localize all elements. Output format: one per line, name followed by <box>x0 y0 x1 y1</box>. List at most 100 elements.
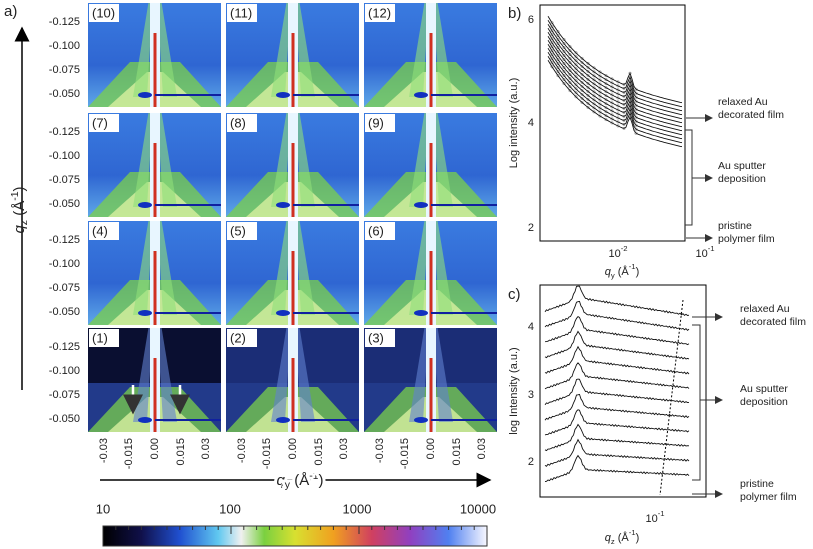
colorbar-tick-label: 10000 <box>460 501 496 516</box>
annotation: relaxed Au <box>718 96 768 108</box>
annotation: deposition <box>718 173 766 185</box>
beam-spot <box>138 310 152 316</box>
streak <box>271 328 291 422</box>
fit-curve <box>547 15 683 104</box>
y-tick-label: 4 <box>528 117 534 129</box>
panel-number: (4) <box>92 223 108 238</box>
fit-curve <box>547 19 683 108</box>
streak <box>271 113 291 207</box>
exponent: -1 <box>309 470 318 482</box>
panel-number: (11) <box>230 5 252 20</box>
y-axis-label: qz (Å-1) <box>9 186 30 233</box>
curve <box>544 438 690 467</box>
x-axis-label: qy (Å-1) <box>605 262 640 280</box>
panel-number: (12) <box>368 5 391 20</box>
y-tick-label: -0.075 <box>49 389 80 401</box>
y-tick-label: -0.100 <box>49 150 80 162</box>
unit: (Å <box>294 472 309 489</box>
fit-curve <box>547 23 683 112</box>
streak <box>295 3 315 97</box>
panel-label-box <box>227 114 257 132</box>
y-axis-label: Log intensity (a.u.) <box>508 78 520 169</box>
streak <box>295 328 315 422</box>
fit-curve <box>547 51 683 140</box>
streak <box>157 113 177 207</box>
y-tick-label: 2 <box>528 222 534 234</box>
specular-rod <box>429 143 433 217</box>
beam-spot <box>414 417 428 423</box>
x-axis-label: qz (Å-1) <box>605 528 640 546</box>
curve <box>544 316 690 346</box>
exponent: -1 <box>658 509 665 518</box>
streak <box>271 221 291 315</box>
colorbar-tick-label: 10 <box>96 501 110 516</box>
streak <box>295 113 315 207</box>
unit: (Å <box>11 201 28 216</box>
panel-label-box <box>89 4 119 22</box>
curve <box>544 345 690 375</box>
exponent: -2 <box>621 244 628 253</box>
y-tick-label: -0.075 <box>49 64 80 76</box>
annotation: pristine <box>718 220 752 232</box>
plot-frame <box>539 4 686 242</box>
panel-label-box <box>227 4 257 22</box>
y-tick-label: -0.075 <box>49 282 80 294</box>
panel-number: (10) <box>92 5 115 20</box>
y-tick-label: -0.100 <box>49 365 80 377</box>
symbol: q <box>276 472 285 489</box>
y-tick-label: -0.075 <box>49 174 80 186</box>
exponent: -1 <box>629 262 636 271</box>
specular-rod <box>153 251 157 325</box>
streak <box>133 113 153 207</box>
streak <box>433 221 453 315</box>
specular-rod <box>291 143 295 217</box>
x-tick-label: 0.015 <box>175 438 187 466</box>
beam-spot <box>276 92 290 98</box>
fit-curve <box>547 39 683 128</box>
guide-line <box>659 299 684 496</box>
curve <box>544 393 690 421</box>
fit-curve <box>547 47 683 136</box>
panel-label-box <box>227 329 257 347</box>
annotation: relaxed Au <box>740 303 790 315</box>
curve <box>544 300 690 332</box>
panel-number: (9) <box>368 115 384 130</box>
beam-spot <box>276 202 290 208</box>
exponent: -1 <box>9 191 21 200</box>
unit: (Å <box>618 265 630 278</box>
fit-curve <box>547 43 683 132</box>
streak <box>133 221 153 315</box>
specular-rod <box>429 251 433 325</box>
x-axis-label: qy (Å-1) <box>276 470 323 491</box>
beam-spot <box>138 92 152 98</box>
subscript: z <box>611 537 615 546</box>
y-tick-label: -0.100 <box>49 258 80 270</box>
panel-number: (3) <box>368 330 384 345</box>
curve <box>544 423 690 452</box>
panel-label-box <box>89 329 119 347</box>
panel-number: (2) <box>230 330 246 345</box>
curve <box>544 454 690 482</box>
x-tick-label: 0.00 <box>287 438 299 459</box>
unit-end: ) <box>11 186 28 191</box>
bracket <box>685 129 693 226</box>
y-tick-label: 2 <box>528 456 534 468</box>
bracket <box>692 324 701 481</box>
y-tick-label: 6 <box>528 14 534 26</box>
specular-rod <box>291 33 295 107</box>
streak <box>409 113 429 207</box>
beam-spot <box>138 417 152 423</box>
annotation: decorated film <box>718 109 784 121</box>
curve <box>544 362 690 390</box>
panel-label-box <box>89 114 119 132</box>
y-tick-label: -0.125 <box>49 126 80 138</box>
y-tick-label: -0.050 <box>49 413 80 425</box>
symbol: q <box>11 225 28 234</box>
subscript: z <box>18 220 30 225</box>
fit-curve <box>547 59 683 148</box>
x-tick-label: -0.015 <box>399 438 411 469</box>
beam-spot <box>138 202 152 208</box>
curve <box>544 285 690 317</box>
base: 10 <box>645 513 657 525</box>
unit-end: ) <box>636 532 640 544</box>
